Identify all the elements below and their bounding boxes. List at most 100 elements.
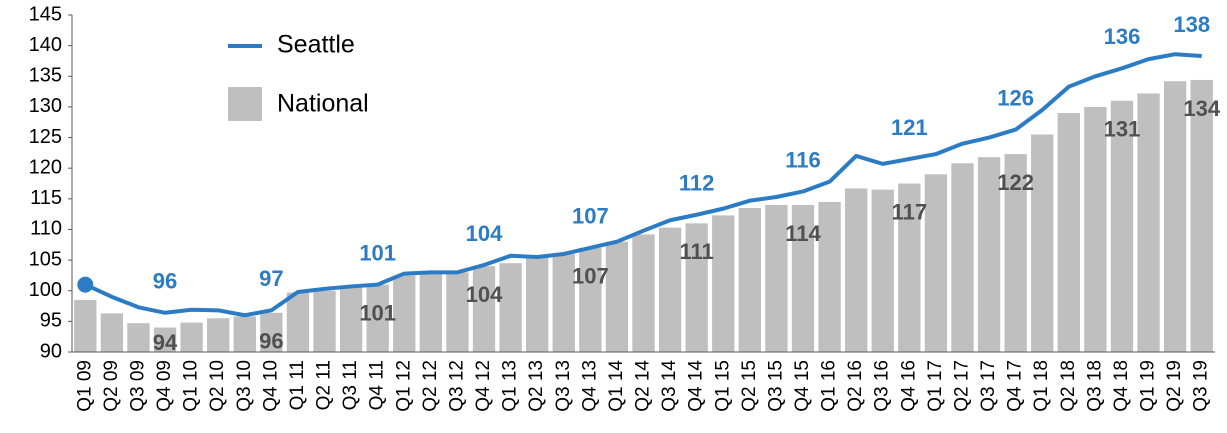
y-tick-label: 130 <box>29 95 62 117</box>
x-tick-label: Q3 12 <box>446 360 467 412</box>
bar <box>1110 100 1134 352</box>
x-tick-label: Q4 13 <box>579 360 600 412</box>
bar <box>898 183 921 352</box>
bar <box>260 312 283 352</box>
bar-value-label: 104 <box>466 282 503 307</box>
x-tick-label: Q1 19 <box>1138 360 1159 412</box>
bar <box>1190 79 1213 352</box>
bar <box>685 223 708 352</box>
bar <box>286 292 310 352</box>
x-tick-label: Q2 16 <box>845 360 866 412</box>
bar <box>472 266 496 352</box>
bar-value-label: 107 <box>572 264 609 289</box>
bar-value-label: 96 <box>259 329 283 354</box>
x-tick-label: Q3 14 <box>659 360 680 412</box>
y-tick-label: 145 <box>29 3 62 25</box>
bar <box>233 316 256 352</box>
x-tick-label: Q1 16 <box>819 360 840 412</box>
x-tick-label: Q1 09 <box>74 360 95 412</box>
bar <box>207 318 230 352</box>
line-value-label: 138 <box>1173 12 1210 37</box>
y-tick-label: 95 <box>40 310 62 332</box>
x-tick-label: Q1 13 <box>500 360 521 412</box>
x-tick-label: Q4 10 <box>260 360 281 412</box>
x-tick-label: Q1 18 <box>1031 360 1052 412</box>
x-tick-label: Q4 17 <box>1005 360 1026 412</box>
bar-value-label: 131 <box>1104 117 1141 142</box>
x-tick-label: Q3 15 <box>765 360 786 412</box>
bar-value-label: 111 <box>680 239 714 264</box>
bar <box>658 227 682 352</box>
bar <box>180 322 203 352</box>
bar-value-label: 134 <box>1183 96 1220 121</box>
y-tick-label: 140 <box>29 34 62 56</box>
bar <box>712 215 735 352</box>
bar <box>844 188 868 352</box>
line-value-label: 104 <box>466 221 503 246</box>
y-tick-label: 90 <box>40 340 62 362</box>
x-tick-label: Q1 15 <box>712 360 733 412</box>
bar <box>791 204 815 352</box>
x-tick-label: Q3 09 <box>127 360 148 412</box>
y-tick-label: 120 <box>29 156 62 178</box>
legend: Seattle National <box>228 31 369 121</box>
line-value-label: 101 <box>359 240 396 265</box>
line-value-label: 136 <box>1104 24 1141 49</box>
bar <box>605 241 629 352</box>
x-tick-label: Q1 12 <box>393 360 414 412</box>
x-tick-label: Q4 14 <box>686 360 707 412</box>
bar-value-label: 114 <box>785 221 821 246</box>
bar <box>765 204 788 352</box>
x-tick-label: Q1 17 <box>925 360 946 412</box>
x-tick-label: Q2 15 <box>739 360 760 412</box>
x-tick-label: Q2 11 <box>314 360 335 410</box>
bar <box>924 174 948 352</box>
y-tick-label: 115 <box>30 187 62 209</box>
x-tick-label: Q3 10 <box>234 360 255 412</box>
bar <box>871 189 894 352</box>
x-tick-label: Q3 11 <box>340 360 361 410</box>
line-value-label: 116 <box>785 147 821 172</box>
bar <box>977 157 1001 352</box>
bar <box>313 290 336 352</box>
x-tick-label: Q3 19 <box>1191 360 1212 412</box>
bar <box>951 163 974 352</box>
bar <box>579 247 602 352</box>
x-tick-label: Q2 13 <box>526 360 547 412</box>
bar <box>1057 113 1080 352</box>
bar <box>1137 93 1160 353</box>
bar <box>393 275 416 352</box>
bar <box>1004 154 1027 352</box>
bar <box>1084 106 1107 352</box>
line-value-label: 126 <box>997 85 1034 110</box>
bar <box>419 272 443 352</box>
bar <box>632 234 655 352</box>
x-tick-label: Q3 17 <box>978 360 999 412</box>
x-tick-label: Q4 12 <box>473 360 494 412</box>
bar <box>499 263 522 352</box>
x-tick-label: Q2 10 <box>207 360 228 412</box>
x-tick-label: Q3 18 <box>1084 360 1105 412</box>
x-tick-label: Q2 18 <box>1058 360 1079 412</box>
bar-value-label: 101 <box>359 300 396 325</box>
x-tick-label: Q2 19 <box>1164 360 1185 412</box>
x-tick-label: Q3 13 <box>553 360 574 412</box>
bar <box>818 201 841 352</box>
bar <box>1031 134 1054 352</box>
x-tick-label: Q2 12 <box>420 360 441 412</box>
x-tick-label: Q2 17 <box>951 360 972 412</box>
x-tick-label: Q4 18 <box>1111 360 1132 412</box>
legend-label: National <box>277 90 369 118</box>
bar <box>100 313 124 352</box>
point-marker <box>77 276 94 293</box>
y-tick-label: 135 <box>29 65 62 87</box>
bar <box>552 253 575 352</box>
y-tick-label: 125 <box>29 126 62 148</box>
x-tick-label: Q1 11 <box>287 360 308 410</box>
bar <box>153 327 177 352</box>
line-value-label: 96 <box>153 269 177 294</box>
bar <box>339 287 363 352</box>
line-value-label: 97 <box>259 266 283 291</box>
bar <box>74 299 97 352</box>
x-tick-label: Q4 11 <box>367 360 388 410</box>
